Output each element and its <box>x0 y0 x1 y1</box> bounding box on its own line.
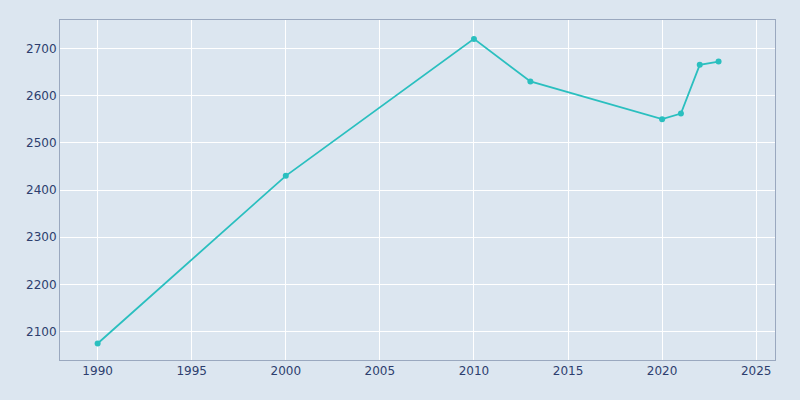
svg-text:1990: 1990 <box>82 364 113 378</box>
svg-text:2025: 2025 <box>741 364 772 378</box>
svg-text:2400: 2400 <box>26 183 57 197</box>
svg-text:2700: 2700 <box>26 42 57 56</box>
svg-text:2020: 2020 <box>647 364 678 378</box>
svg-text:1995: 1995 <box>176 364 207 378</box>
svg-text:2005: 2005 <box>365 364 396 378</box>
svg-text:2000: 2000 <box>271 364 302 378</box>
svg-text:2600: 2600 <box>26 89 57 103</box>
svg-text:2300: 2300 <box>26 230 57 244</box>
svg-text:2200: 2200 <box>26 278 57 292</box>
svg-text:2015: 2015 <box>553 364 584 378</box>
svg-text:2010: 2010 <box>459 364 490 378</box>
svg-text:2500: 2500 <box>26 136 57 150</box>
svg-text:2100: 2100 <box>26 325 57 339</box>
